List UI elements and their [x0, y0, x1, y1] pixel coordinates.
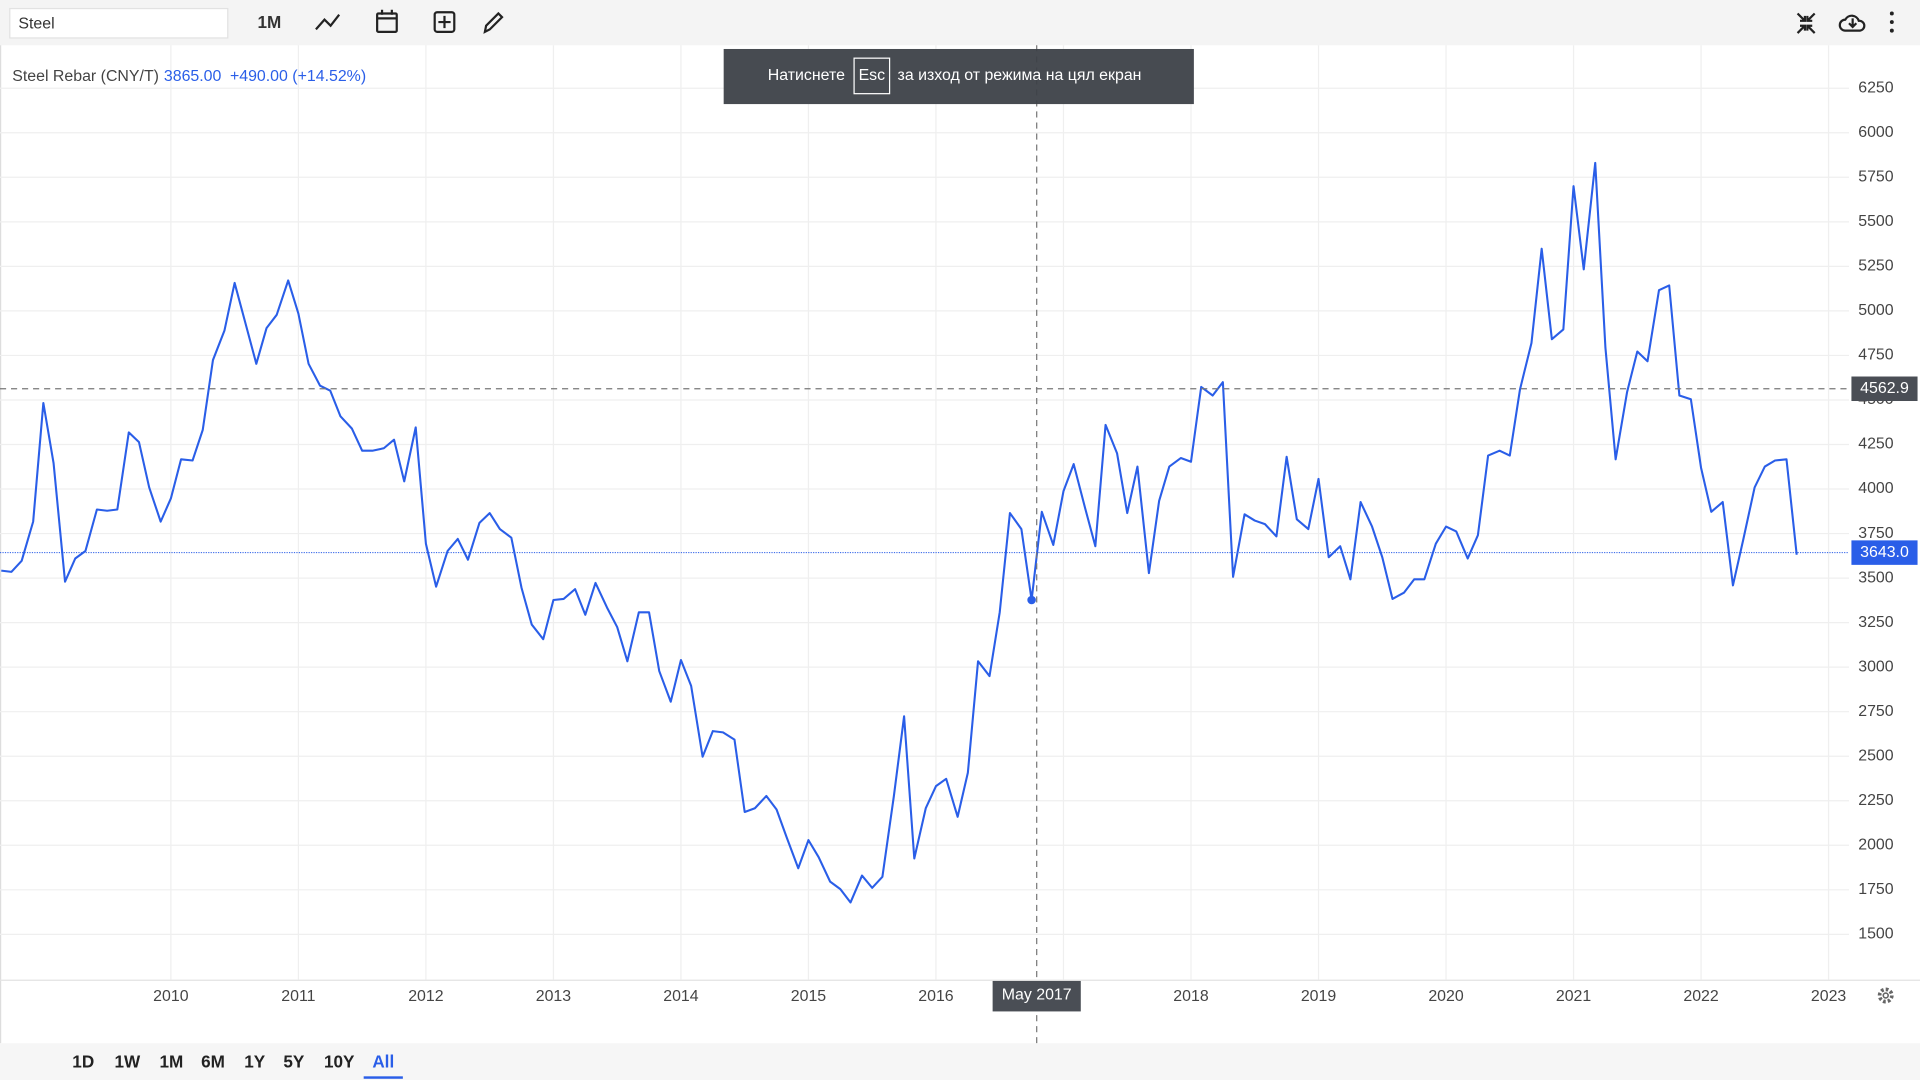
y-tick-label: 4000 — [1858, 480, 1894, 497]
download-icon[interactable] — [1838, 14, 1866, 32]
y-tick-label: 5000 — [1858, 302, 1894, 319]
draw-icon[interactable] — [483, 11, 504, 34]
crosshair-y-box — [1851, 376, 1918, 402]
interval-button[interactable]: 1M — [257, 12, 281, 32]
range-bar — [0, 1043, 1920, 1080]
x-tick-label: 2010 — [153, 988, 189, 1005]
chart-type-icon[interactable] — [315, 14, 341, 31]
plus-box — [433, 11, 456, 33]
range-button[interactable]: 1W — [115, 1051, 142, 1071]
crosshair-x-label: May 2017 — [1002, 987, 1072, 1004]
add-indicator-icon[interactable] — [433, 11, 456, 33]
y-tick-label: 4750 — [1858, 347, 1894, 364]
range-button[interactable]: 6M — [201, 1051, 225, 1071]
calendar-icon[interactable] — [376, 9, 398, 33]
legend-change: +490.00 (+14.52%) — [230, 68, 366, 85]
fullscreen-notice: Натиснете Esc за изход от режима на цял … — [723, 48, 1194, 105]
toolbar — [0, 0, 1920, 46]
legend: Steel Rebar (CNY/T) 3865.00 +490.00 (+14.5… — [12, 68, 366, 85]
x-tick-label: 2022 — [1683, 988, 1719, 1005]
gear-teeth — [1877, 987, 1894, 1004]
search-box[interactable] — [9, 7, 229, 39]
plus — [438, 15, 451, 29]
y-tick-label: 2750 — [1858, 703, 1894, 720]
key-text: Esc — [859, 67, 886, 84]
calendar-body — [376, 12, 398, 33]
legend-name: Steel Rebar (CNY/T) — [12, 68, 159, 85]
calendar-lines — [377, 9, 397, 20]
y-tick-label: 3500 — [1858, 569, 1894, 586]
last-price-label: 3643.0 — [1860, 544, 1909, 561]
legend-price: 3865.00 — [164, 68, 222, 85]
x-tick-label: 2019 — [1301, 988, 1337, 1005]
y-tick-label: 2000 — [1858, 836, 1894, 853]
crosshair-x-box — [992, 980, 1081, 1012]
active-underline — [363, 1076, 403, 1079]
x-tick-label: 2014 — [663, 988, 699, 1005]
y-tick-label: 1500 — [1858, 926, 1894, 943]
x-tick-label: 2015 — [791, 988, 827, 1005]
search-text[interactable]: Steel — [18, 16, 54, 33]
plot: 1500 1750 2000 2250 2500 2750 3000 3250 3500 3750… — [0, 45, 1918, 1044]
y-tick-label: 3000 — [1858, 658, 1894, 675]
y-tick-label: 5500 — [1858, 213, 1894, 230]
series-line — [1, 161, 1798, 904]
y-tick-label: 1750 — [1858, 881, 1894, 898]
notice-text: Натиснете — [768, 67, 845, 84]
notice-box — [723, 48, 1194, 105]
dot — [1889, 28, 1894, 33]
range-button[interactable]: All — [372, 1051, 394, 1071]
y-tick-label: 5750 — [1858, 169, 1894, 186]
y-tick-label: 2250 — [1858, 792, 1894, 809]
range-buttons: 1D 1W 1M 6M 1Y 5Y 10Y All — [72, 1051, 403, 1079]
x-tick-label: 2021 — [1556, 988, 1592, 1005]
exit-fullscreen-icon[interactable] — [1796, 12, 1816, 34]
y-tick-label: 6250 — [1858, 79, 1894, 96]
range-button[interactable]: 5Y — [283, 1051, 305, 1071]
x-tick-label: 2023 — [1811, 988, 1847, 1005]
x-tick-label: 2016 — [918, 988, 954, 1005]
range-button[interactable]: 1Y — [244, 1051, 266, 1071]
gear-hole — [1882, 992, 1889, 999]
more-icon[interactable] — [1889, 11, 1894, 33]
dot — [1889, 20, 1894, 24]
last-price-box — [1851, 540, 1918, 565]
x-tick-label: 2013 — [536, 988, 572, 1005]
x-tick-label: 2018 — [1173, 988, 1209, 1005]
y-tick-label: 2500 — [1858, 747, 1894, 764]
x-tick-label: 2012 — [408, 988, 444, 1005]
range-button[interactable]: 10Y — [324, 1051, 355, 1071]
x-tick-label: 2011 — [281, 988, 315, 1005]
dot — [1889, 11, 1894, 16]
y-tick-label: 5250 — [1858, 258, 1894, 275]
range-button[interactable]: 1D — [72, 1051, 94, 1071]
crosshair-point — [1027, 595, 1036, 605]
key-box — [853, 57, 891, 95]
y-tick-label: 4250 — [1858, 436, 1894, 453]
x-tick-label: 2020 — [1428, 988, 1464, 1005]
notice-text: за изход от режима на цял екран — [898, 67, 1142, 84]
range-button[interactable]: 1M — [160, 1051, 184, 1071]
y-tick-label: 3750 — [1858, 525, 1894, 542]
crosshair-y-label: 4562.9 — [1860, 380, 1909, 397]
settings-icon[interactable] — [1877, 987, 1894, 1004]
y-tick-label: 6000 — [1858, 124, 1894, 141]
y-tick-label: 3250 — [1858, 614, 1894, 631]
